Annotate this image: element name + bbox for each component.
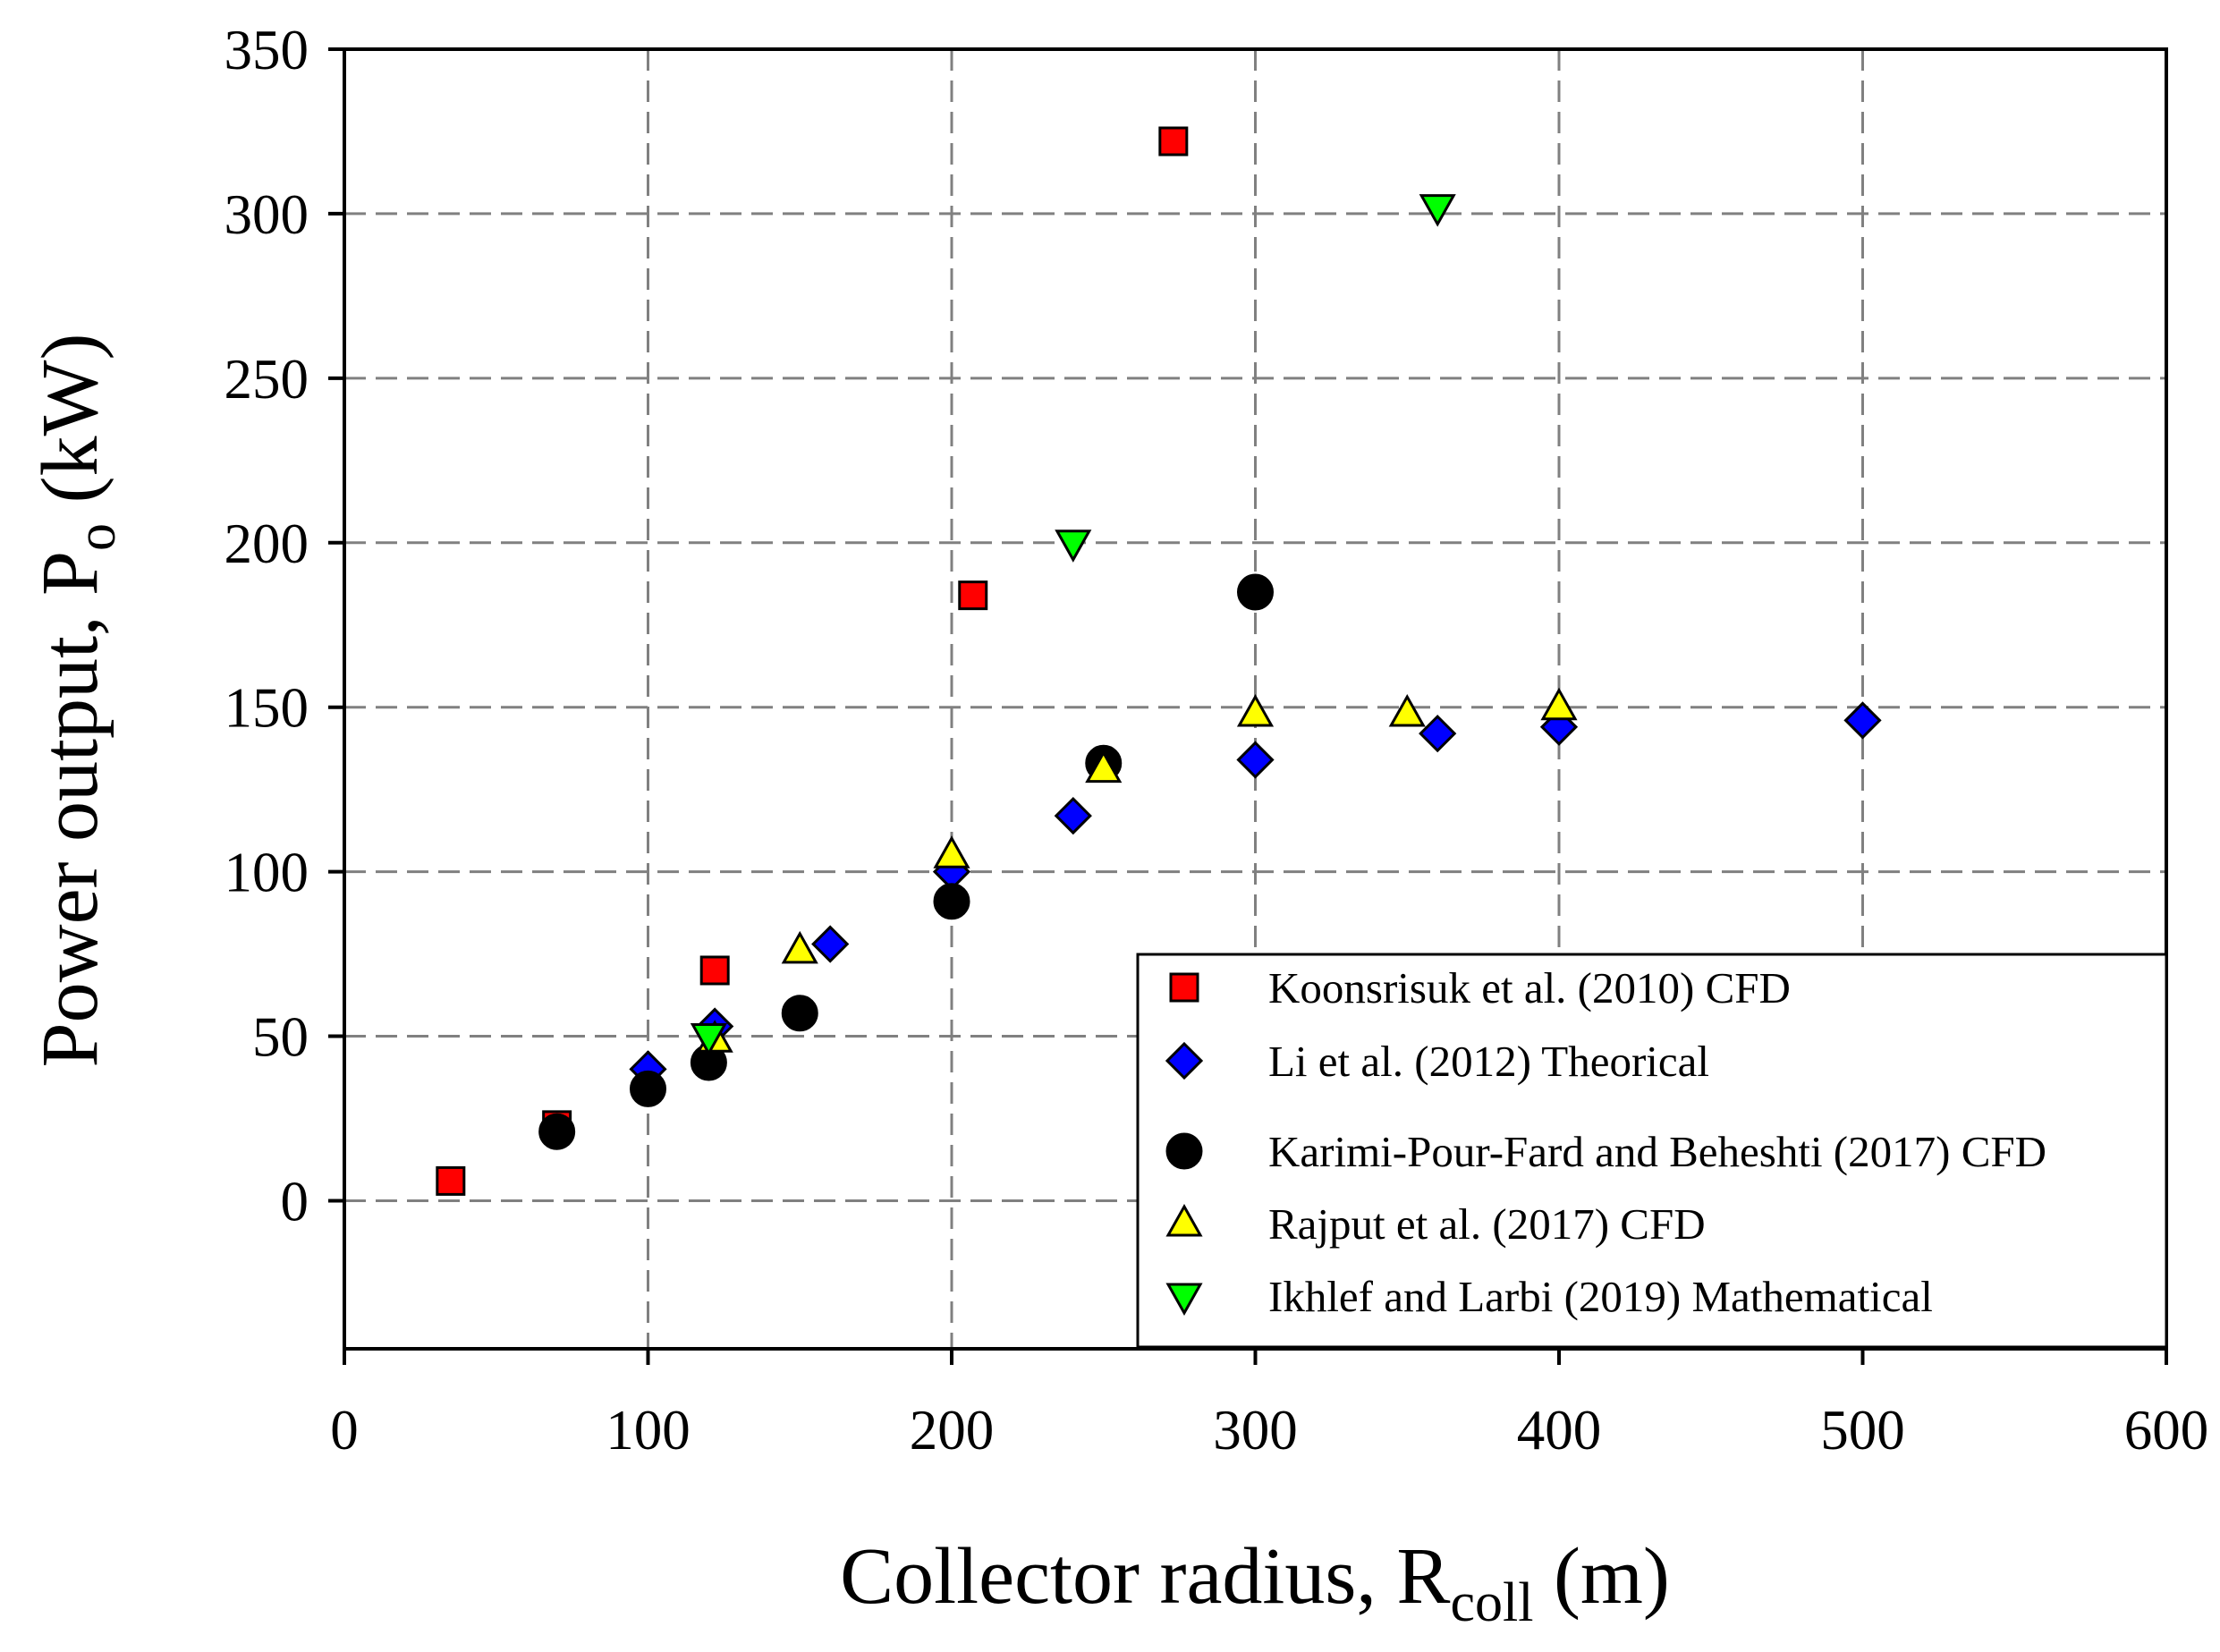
y-tick-label: 150 bbox=[225, 677, 309, 740]
y-tick-label: 0 bbox=[281, 1170, 309, 1233]
y-tick-label: 50 bbox=[252, 1006, 309, 1069]
x-axis-title: Collector radius, Rcoll (m) bbox=[840, 1532, 1670, 1633]
y-tick-label: 100 bbox=[225, 842, 309, 904]
legend-label: Koonsrisuk et al. (2010) CFD bbox=[1268, 963, 1791, 1012]
legend-box bbox=[1136, 953, 2168, 1349]
data-point-triangle-up bbox=[1540, 687, 1578, 721]
data-point-triangle-up bbox=[1388, 693, 1426, 727]
data-point-triangle-up bbox=[1236, 693, 1275, 727]
data-point-diamond bbox=[1843, 701, 1882, 740]
y-axis-title: Power output, Po (kW) bbox=[26, 334, 127, 1068]
series-circle bbox=[538, 573, 1274, 1150]
x-tick-label: 600 bbox=[2124, 1399, 2209, 1461]
legend-marker-circle bbox=[1165, 1132, 1203, 1170]
data-point-square bbox=[436, 1165, 466, 1196]
x-tick-label: 0 bbox=[330, 1399, 359, 1461]
y-tick-label: 300 bbox=[225, 183, 309, 246]
series-square bbox=[436, 126, 1189, 1196]
data-point-square bbox=[958, 580, 988, 611]
data-point-triangle-down bbox=[1419, 194, 1456, 227]
x-tick-label: 400 bbox=[1517, 1399, 1602, 1461]
legend-marker-triangle-up bbox=[1165, 1203, 1203, 1237]
legend-marker-diamond bbox=[1165, 1041, 1204, 1080]
x-tick-label: 100 bbox=[606, 1399, 691, 1461]
data-point-diamond bbox=[811, 925, 850, 963]
legend: Koonsrisuk et al. (2010) CFD Li et al. (2… bbox=[1136, 953, 2168, 1349]
data-point-square bbox=[699, 955, 730, 986]
x-tick-label: 200 bbox=[910, 1399, 995, 1461]
data-point-diamond bbox=[1419, 715, 1457, 753]
x-tick-label: 300 bbox=[1213, 1399, 1298, 1461]
data-point-circle bbox=[933, 883, 970, 920]
data-points bbox=[436, 126, 1882, 1196]
data-point-circle bbox=[781, 995, 818, 1032]
legend-marker-triangle-down bbox=[1165, 1283, 1203, 1317]
data-point-triangle-up bbox=[1085, 750, 1123, 784]
legend-label: Li et al. (2012) Theorical bbox=[1268, 1037, 1709, 1086]
data-point-square bbox=[1158, 126, 1189, 157]
data-point-triangle-up bbox=[933, 835, 970, 868]
data-point-triangle-down bbox=[1055, 529, 1092, 563]
data-point-circle bbox=[630, 1070, 666, 1107]
x-tick-label: 500 bbox=[1820, 1399, 1905, 1461]
data-point-circle bbox=[1237, 573, 1274, 611]
data-point-diamond bbox=[1236, 741, 1275, 779]
series-triangle-up bbox=[696, 687, 1578, 1053]
data-point-circle bbox=[538, 1113, 576, 1150]
legend-marker-square bbox=[1169, 972, 1199, 1003]
legend-label: Ikhlef and Larbi (2019) Mathematical bbox=[1268, 1272, 1933, 1321]
data-point-triangle-down bbox=[690, 1023, 727, 1056]
axis-ticks: 0 100 200 300 400 500 600 0 50 100 150 200 250 300 350 bbox=[225, 19, 2209, 1461]
data-point-triangle-up bbox=[781, 930, 818, 964]
y-tick-label: 250 bbox=[225, 348, 309, 411]
data-point-diamond bbox=[1054, 796, 1092, 835]
series-triangle-down bbox=[690, 194, 1456, 1056]
y-tick-label: 200 bbox=[225, 513, 309, 575]
legend-label: Rajput et al. (2017) CFD bbox=[1268, 1199, 1706, 1249]
y-tick-label: 350 bbox=[225, 19, 309, 81]
legend-label: Karimi-Pour-Fard and Beheshti (2017) CFD bbox=[1268, 1127, 2046, 1176]
